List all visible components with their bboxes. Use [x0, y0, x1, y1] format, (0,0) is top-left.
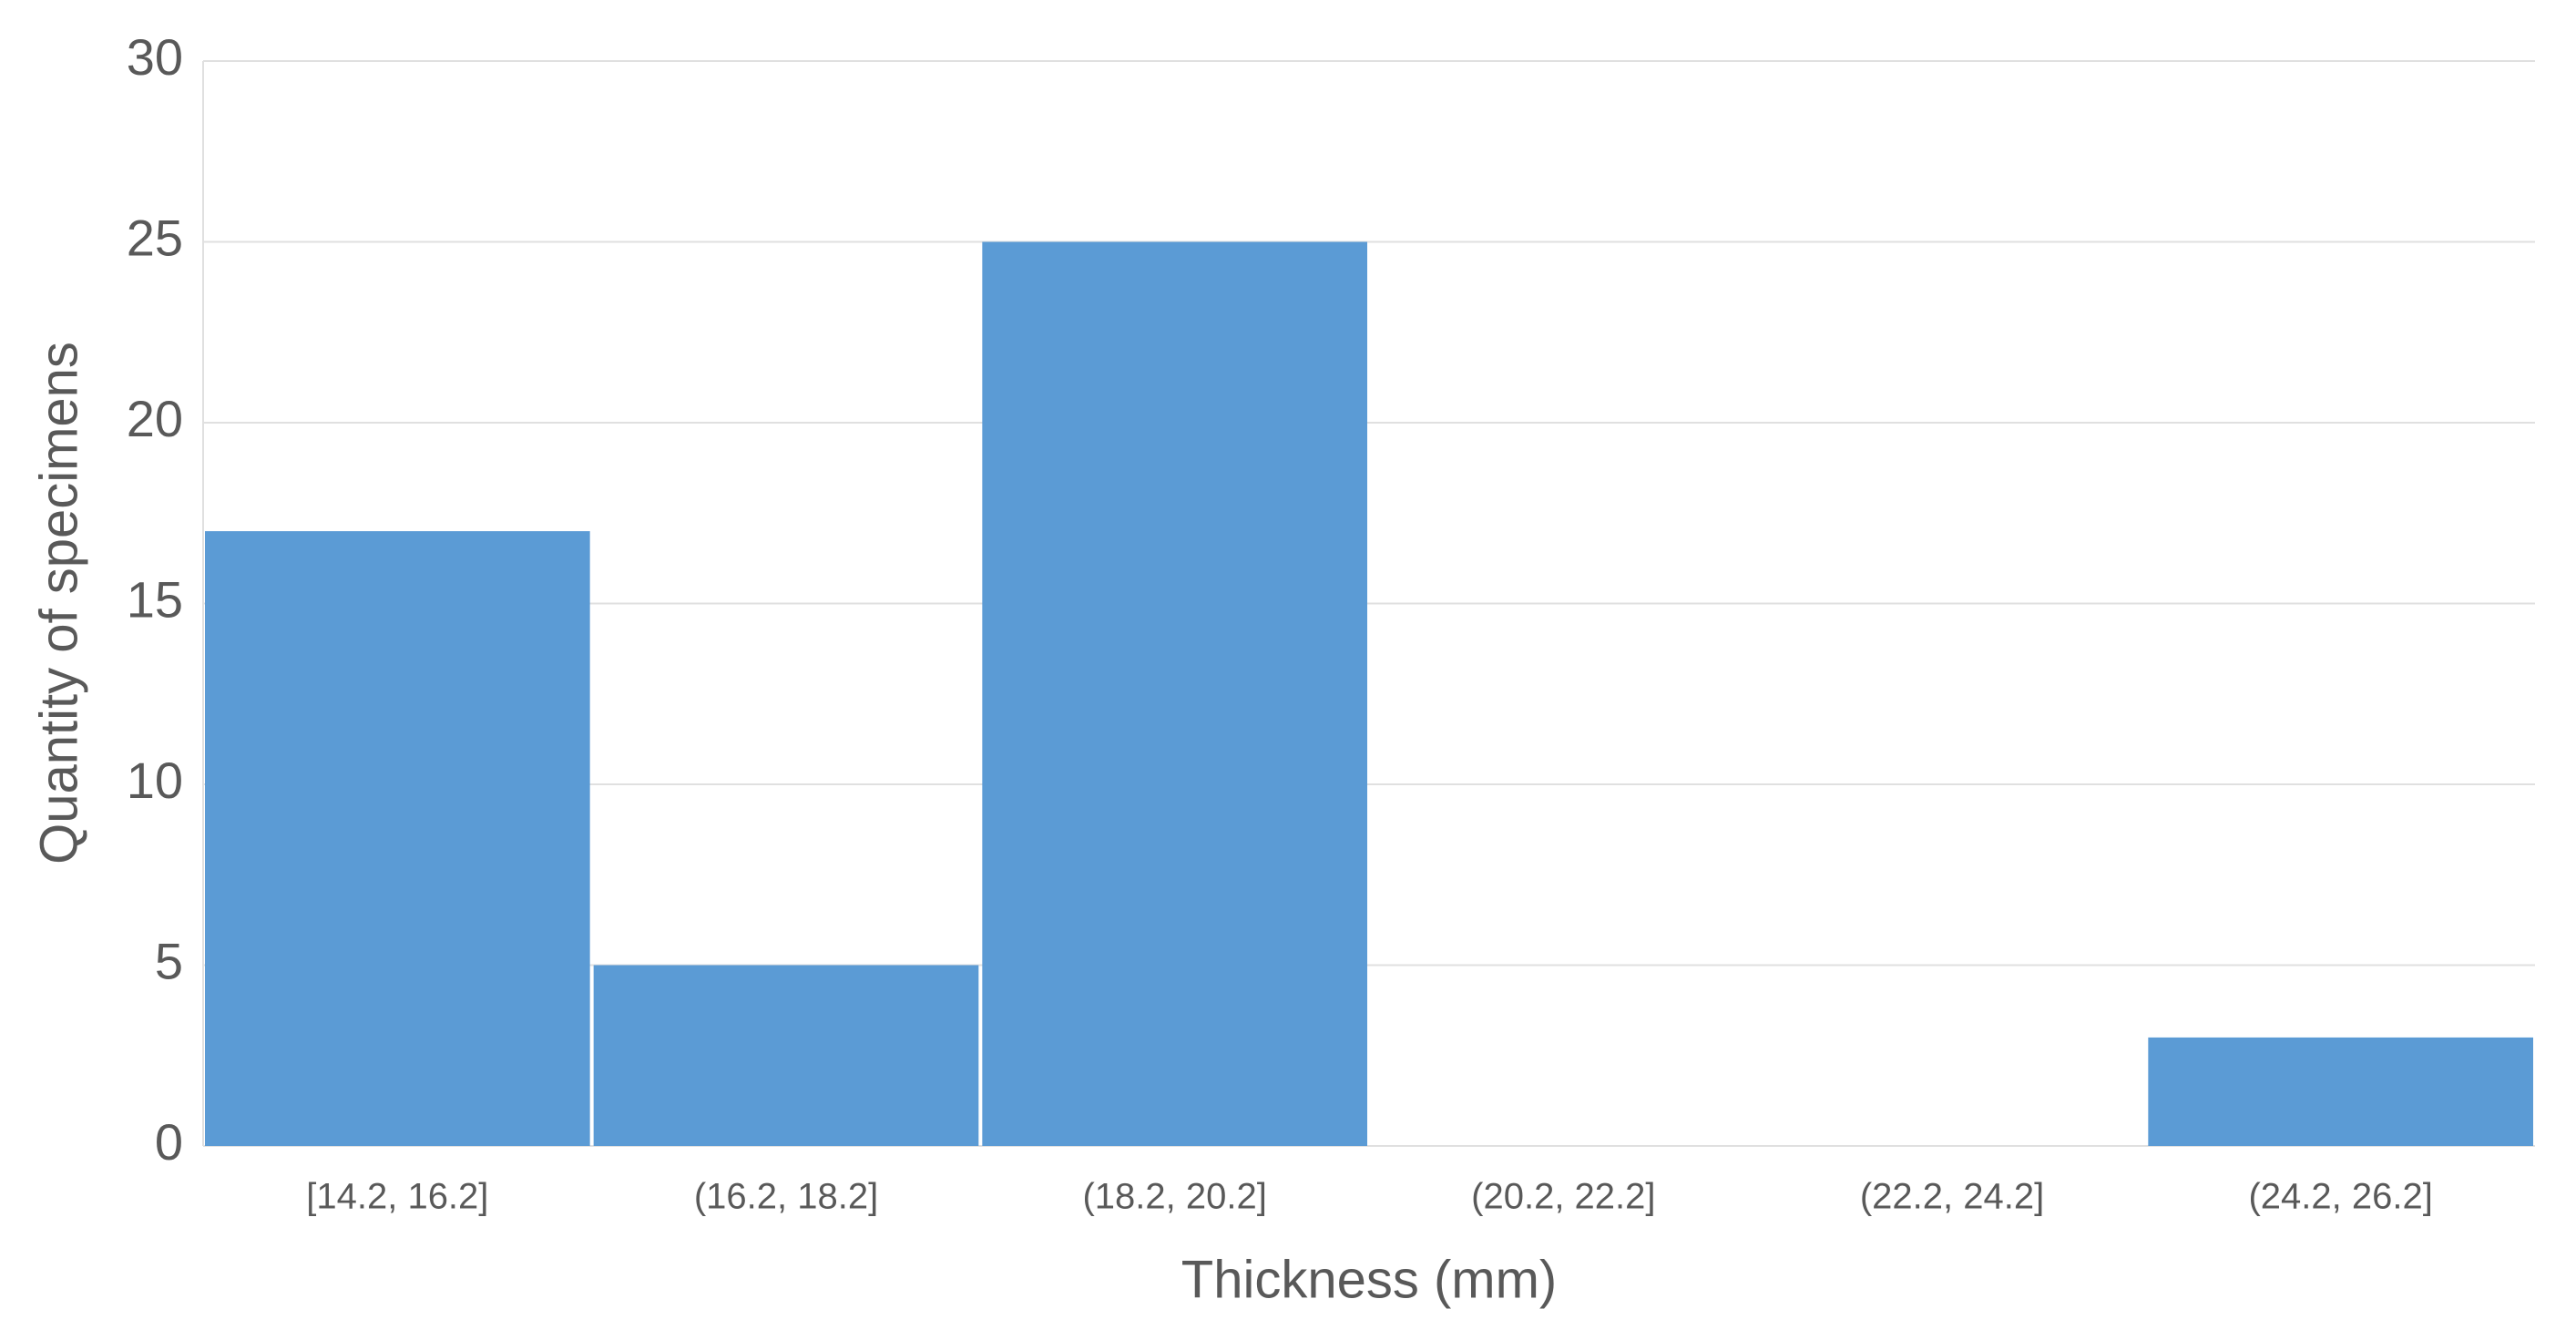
x-tick-label: (22.2, 24.2]: [1860, 1177, 2044, 1217]
y-tick-label: 20: [127, 390, 183, 447]
y-tick-label: 30: [127, 28, 183, 86]
y-tick-label: 15: [127, 570, 183, 628]
bar: [593, 965, 979, 1146]
x-axis-title: Thickness (mm): [1181, 1250, 1557, 1309]
x-tick-label: (18.2, 20.2]: [1082, 1177, 1266, 1217]
x-tick-label: (20.2, 22.2]: [1471, 1177, 1655, 1217]
x-tick-label: (24.2, 26.2]: [2248, 1177, 2432, 1217]
y-tick-label: 5: [155, 932, 183, 989]
x-tick-label: (16.2, 18.2]: [694, 1177, 878, 1217]
x-tick-label: [14.2, 16.2]: [306, 1177, 488, 1217]
y-tick-label: 25: [127, 209, 183, 266]
bar: [982, 241, 1367, 1146]
bar: [205, 531, 590, 1146]
bar: [2148, 1037, 2533, 1146]
y-axis-title: Quantity of specimens: [29, 342, 88, 864]
y-tick-label: 0: [155, 1113, 183, 1171]
y-tick-label: 10: [127, 752, 183, 809]
